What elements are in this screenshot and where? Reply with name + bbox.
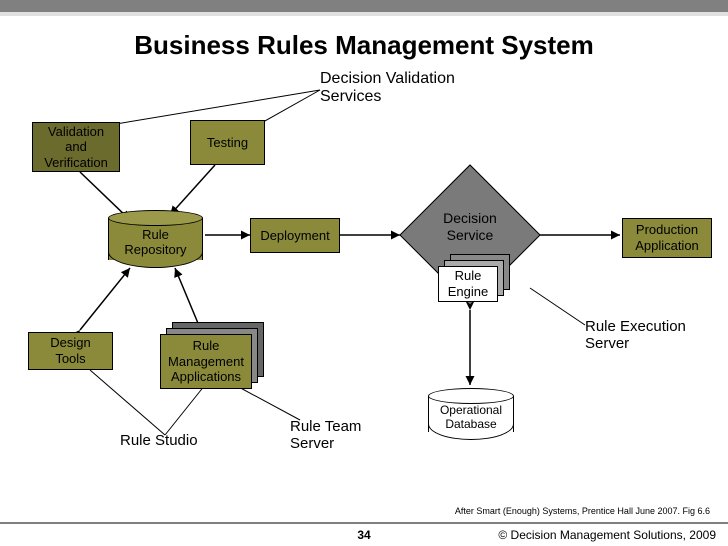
node-rule-repository: Rule Repository [108, 210, 203, 268]
header-bar [0, 0, 728, 12]
node-rule-mgmt: Rule Management Applications [160, 334, 252, 389]
op-db-label: Operational Database [428, 403, 514, 431]
node-validation-label: Validation and Verification [44, 124, 108, 171]
node-testing: Testing [190, 120, 265, 165]
node-production: Production Application [622, 218, 712, 258]
page-title: Business Rules Management System [0, 30, 728, 61]
footer: 34 © Decision Management Solutions, 2009 [0, 522, 728, 546]
label-rule-exec-server: Rule Execution Server [585, 318, 686, 352]
production-label: Production Application [635, 222, 699, 253]
citation: After Smart (Enough) Systems, Prentice H… [455, 506, 710, 516]
node-operational-db: Operational Database [428, 388, 514, 440]
node-design-tools: Design Tools [28, 332, 113, 370]
node-testing-label: Testing [207, 135, 248, 151]
decision-service-label: Decision Service [425, 210, 515, 244]
node-rule-engine: Rule Engine [438, 266, 498, 302]
label-rule-studio: Rule Studio [120, 432, 198, 449]
node-validation: Validation and Verification [32, 122, 120, 172]
rule-repo-label: Rule Repository [108, 227, 203, 257]
copyright: © Decision Management Solutions, 2009 [498, 528, 716, 542]
section-label: Decision Validation Services [320, 70, 455, 106]
label-rule-team-server: Rule Team Server [290, 418, 361, 452]
node-deployment-label: Deployment [260, 228, 329, 244]
node-deployment: Deployment [250, 218, 340, 253]
page-number: 34 [357, 528, 370, 542]
rule-engine-label: Rule Engine [448, 268, 488, 299]
design-tools-label: Design Tools [50, 335, 90, 366]
rule-mgmt-label: Rule Management Applications [168, 338, 244, 385]
header-bar-light [0, 12, 728, 16]
